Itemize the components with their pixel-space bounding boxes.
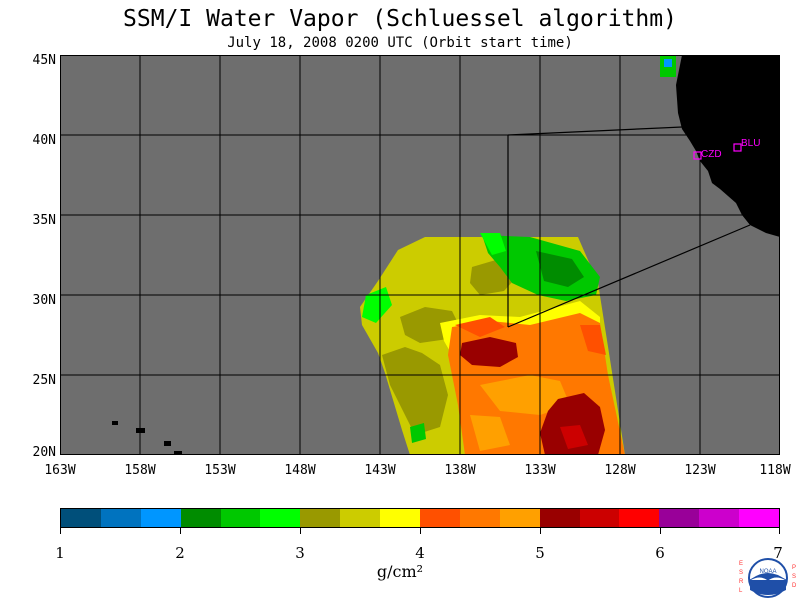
- colorbar-swatch: [260, 509, 301, 527]
- noaa-logo-text: NOAA: [759, 569, 776, 575]
- noaa-logo: NOAA E S R L P S D: [739, 558, 797, 598]
- cb-tick: [420, 528, 421, 534]
- colorbar-swatch: [140, 509, 181, 527]
- colorbar-swatch: [100, 509, 141, 527]
- lat-label-35n: 35N: [32, 213, 56, 228]
- land-mass: [676, 55, 780, 237]
- lat-label-20n: 20N: [32, 445, 56, 460]
- vapor-north-blue: [664, 59, 672, 67]
- logo-esrl-e: E: [739, 561, 743, 567]
- lon-label-138w: 138W: [444, 463, 476, 478]
- colorbar-swatch: [699, 509, 740, 527]
- lat-label-40n: 40N: [32, 133, 56, 148]
- cb-tick: [60, 528, 61, 534]
- colorbar-label: 7: [773, 544, 783, 562]
- lon-label-163w: 163W: [44, 463, 76, 478]
- colorbar-unit: g/cm²: [376, 562, 424, 581]
- water-vapor-map: CZD BLU: [60, 55, 780, 455]
- lon-label-133w: 133W: [524, 463, 556, 478]
- cb-tick: [180, 528, 181, 534]
- map-title: SSM/I Water Vapor (Schluessel algorithm): [123, 6, 677, 32]
- colorbar-swatch: [579, 509, 620, 527]
- colorbar-label: 4: [415, 544, 425, 562]
- colorbar-label: 3: [295, 544, 305, 562]
- colorbar-swatch: [499, 509, 540, 527]
- lat-label-25n: 25N: [32, 373, 56, 388]
- cb-tick: [660, 528, 661, 534]
- logo-psd-s: S: [792, 574, 796, 580]
- lon-label-123w: 123W: [684, 463, 716, 478]
- colorbar-swatch: [300, 509, 341, 527]
- logo-psd-p: P: [792, 565, 796, 571]
- colorbar-swatch: [180, 509, 221, 527]
- transect-lines: [507, 126, 751, 328]
- lon-label-143w: 143W: [364, 463, 396, 478]
- station-marker-blu: [733, 143, 742, 152]
- grid-lines: [60, 55, 780, 455]
- logo-psd-d: D: [792, 583, 797, 589]
- station-label-czd: CZD: [701, 149, 722, 160]
- colorbar-label: 1: [55, 544, 65, 562]
- colorbar-label: 5: [535, 544, 545, 562]
- lon-label-118w: 118W: [759, 463, 791, 478]
- colorbar-swatch: [61, 509, 101, 527]
- colorbar-swatch: [739, 509, 780, 527]
- lat-label-30n: 30N: [32, 293, 56, 308]
- colorbar-swatch: [420, 509, 460, 527]
- colorbar-swatch: [539, 509, 580, 527]
- colorbar: [60, 508, 780, 528]
- colorbar-swatch: [340, 509, 381, 527]
- water-vapor-swath: [360, 233, 625, 455]
- colorbar-swatch: [459, 509, 500, 527]
- colorbar-swatch: [380, 509, 421, 527]
- map-subtitle: July 18, 2008 0200 UTC (Orbit start time…: [227, 35, 573, 51]
- colorbar-label: 6: [655, 544, 665, 562]
- cb-tick: [540, 528, 541, 534]
- logo-esrl-s: S: [739, 570, 743, 576]
- colorbar-swatch: [220, 509, 261, 527]
- lon-label-128w: 128W: [604, 463, 636, 478]
- station-marker-czd: [693, 151, 702, 160]
- map-frame: [60, 55, 780, 455]
- lon-label-158w: 158W: [124, 463, 156, 478]
- colorbar-swatch: [659, 509, 700, 527]
- logo-esrl-l: L: [739, 588, 743, 594]
- colorbar-swatch: [619, 509, 660, 527]
- station-label-blu: BLU: [741, 138, 760, 149]
- logo-esrl-r: R: [739, 579, 744, 585]
- lon-label-153w: 153W: [204, 463, 236, 478]
- lat-label-45n: 45N: [32, 53, 56, 68]
- colorbar-label: 2: [175, 544, 185, 562]
- cb-tick: [779, 528, 780, 534]
- lon-label-148w: 148W: [284, 463, 316, 478]
- cb-tick: [300, 528, 301, 534]
